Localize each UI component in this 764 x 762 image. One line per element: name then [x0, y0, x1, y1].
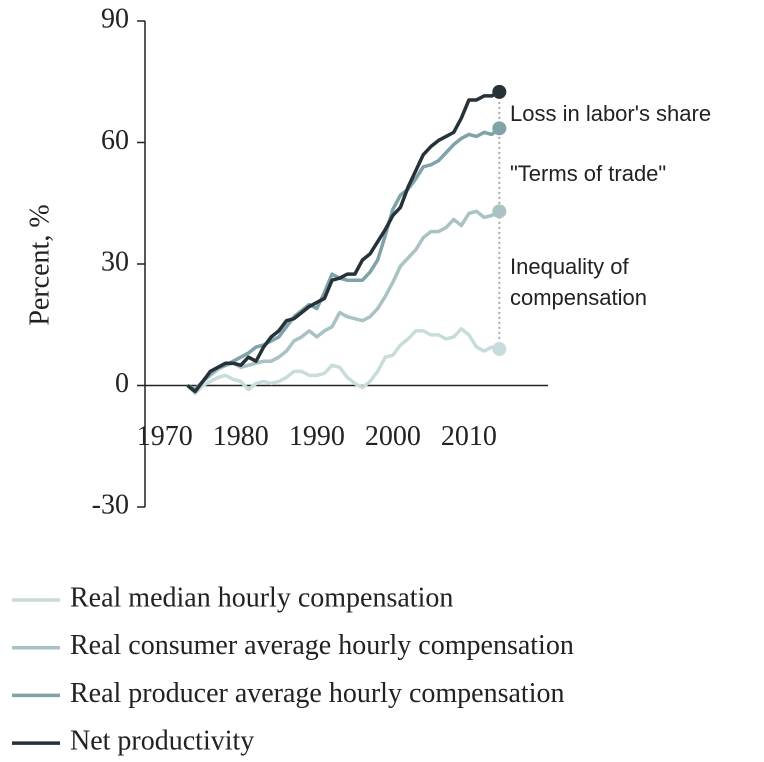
y-tick-label: 0: [115, 368, 129, 399]
end-dot: [492, 342, 507, 357]
y-tick-label: 30: [101, 246, 129, 277]
end-dot: [492, 84, 507, 99]
x-tick-label: 1980: [213, 421, 269, 452]
x-tick-label: 2000: [365, 421, 421, 452]
x-tick-label: 2010: [441, 421, 497, 452]
series-line: [186, 327, 500, 396]
y-tick-label: -30: [92, 489, 129, 520]
end-dot: [492, 204, 507, 219]
annotation: "Terms of trade": [510, 161, 667, 186]
legend-label: Real consumer average hourly compensatio…: [70, 630, 574, 661]
series-line: [186, 126, 501, 392]
series-line: [186, 90, 501, 394]
y-tick-label: 90: [101, 3, 129, 34]
end-dot: [492, 121, 507, 136]
y-tick-label: 60: [101, 125, 129, 156]
annotation: Inequality of compensation: [510, 254, 647, 310]
x-tick-label: 1970: [137, 421, 193, 452]
legend-label: Net productivity: [70, 726, 254, 757]
y-axis-label: Percent, %: [24, 204, 55, 325]
legend-label: Real producer average hourly compensatio…: [70, 678, 564, 709]
legend-label: Real median hourly compensation: [70, 582, 453, 613]
annotation: Loss in labor's share: [510, 101, 712, 126]
x-tick-label: 1990: [289, 421, 345, 452]
